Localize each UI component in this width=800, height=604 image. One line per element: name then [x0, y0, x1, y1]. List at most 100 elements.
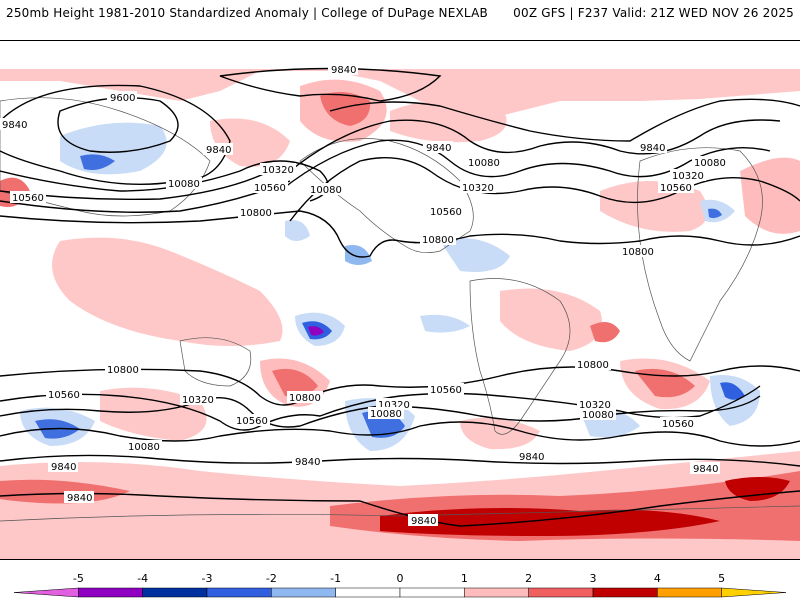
positive-anomaly-area [272, 368, 318, 398]
negative-anomaly-area [420, 314, 470, 333]
positive-anomaly-area [320, 92, 371, 126]
contour-label-10560: 10560 [236, 416, 268, 427]
colorbar-swatch [528, 587, 594, 598]
contour-10080-west [0, 160, 329, 202]
contour-label-10320: 10320 [462, 183, 494, 194]
contour-label-10560: 10560 [662, 419, 694, 430]
positive-anomaly-area [500, 288, 602, 351]
anomaly-map: 9840 9600 9840 9840 9840 9840 10320 1008… [0, 63, 800, 559]
colorbar-tick-label: 3 [590, 572, 597, 585]
negative-anomaly-area [345, 245, 372, 265]
contour-10560-na [289, 156, 800, 222]
negative-anomaly-area [60, 122, 167, 175]
contour-label-9600: 9600 [110, 93, 135, 104]
colorbar-ticks: -5 -4 -3 -2 -1 0 1 2 3 4 5 [73, 572, 725, 585]
contour-label-10080: 10080 [694, 158, 726, 169]
positive-anomaly-area [390, 99, 507, 143]
contour-label-10560: 10560 [430, 207, 462, 218]
contour-label-10800: 10800 [622, 247, 654, 258]
contour-label-9840: 9840 [693, 464, 718, 475]
positive-anomaly-area [725, 477, 790, 501]
contour-label-9840: 9840 [426, 143, 451, 154]
contour-10320-south [0, 395, 761, 428]
contour-labels: 9840 9600 9840 9840 9840 9840 10320 1008… [0, 63, 728, 527]
contour-10800-north [0, 210, 800, 258]
contour-label-10080: 10080 [468, 158, 500, 169]
contour-10320-na [279, 139, 771, 192]
colorbar-swatch [271, 587, 336, 598]
header: 250mb Height 1981-2010 Standardized Anom… [0, 0, 800, 28]
colorbar-tick-label: -3 [202, 572, 213, 585]
colorbar-swatch [399, 587, 465, 598]
contour-label-10560: 10560 [48, 390, 80, 401]
contour-label-10800: 10800 [107, 365, 139, 376]
colorbar-swatch [78, 587, 143, 598]
contour-10080-south [0, 421, 800, 447]
colorbar-tick-label: -5 [73, 572, 84, 585]
colorbar-blocks [13, 587, 787, 598]
contour-9840-south [0, 454, 800, 467]
contour-label-10320: 10320 [579, 400, 611, 411]
negative-anomaly-area [708, 208, 722, 219]
colorbar-swatch [206, 587, 272, 598]
positive-anomaly-area [460, 417, 540, 450]
contour-label-10560: 10560 [12, 193, 44, 204]
contour-label-10080: 10080 [168, 179, 200, 190]
contour-label-10080: 10080 [310, 185, 342, 196]
colorbar-tick-label: 2 [525, 572, 532, 585]
contour-label-9840: 9840 [519, 452, 544, 463]
contour-label-10320: 10320 [378, 400, 410, 411]
colorbar-swatch [464, 587, 529, 598]
contour-label-10320: 10320 [262, 165, 294, 176]
contour-9840-na [329, 98, 800, 142]
colorbar-tick-label: 1 [461, 572, 468, 585]
contour-label-9840: 9840 [2, 120, 27, 131]
colorbar-swatch [721, 587, 787, 598]
antarctica-outline [0, 505, 800, 522]
contour-label-9840: 9840 [640, 143, 665, 154]
negative-anomaly-area [285, 220, 310, 241]
colorbar-tick-label: 4 [654, 572, 661, 585]
colorbar-svg: -5 -4 -3 -2 -1 0 1 2 3 4 5 [13, 572, 787, 598]
contour-label-10320: 10320 [182, 395, 214, 406]
contour-label-10800: 10800 [577, 360, 609, 371]
contour-label-10560: 10560 [660, 183, 692, 194]
contour-label-10080: 10080 [128, 442, 160, 453]
colorbar-tick-label: 0 [397, 572, 404, 585]
contour-label-10320: 10320 [672, 171, 704, 182]
map-title: 250mb Height 1981-2010 Standardized Anom… [6, 6, 488, 20]
colorbar-tick-label: -1 [330, 572, 341, 585]
contour-label-9840: 9840 [411, 516, 436, 527]
contour-label-9840: 9840 [51, 462, 76, 473]
contour-label-9840: 9840 [331, 65, 356, 76]
negative-anomaly-area [720, 382, 745, 400]
colorbar-swatch [142, 587, 208, 598]
positive-anomaly-area [380, 507, 720, 536]
positive-anomaly-area [0, 69, 800, 121]
colorbar-swatch [657, 587, 722, 598]
contour-label-10080: 10080 [370, 409, 402, 420]
positive-anomaly-area [590, 322, 620, 343]
contour-label-10080: 10080 [582, 410, 614, 421]
positive-anomaly-area [52, 237, 283, 346]
colorbar: -5 -4 -3 -2 -1 0 1 2 3 4 5 [0, 562, 800, 600]
contour-label-9840: 9840 [295, 457, 320, 468]
contour-label-9840: 9840 [67, 493, 92, 504]
positive-anomaly-area [600, 181, 708, 232]
contour-label-10800: 10800 [422, 235, 454, 246]
negative-anomaly-area [440, 238, 510, 272]
colorbar-swatch [13, 587, 79, 598]
run-info: 00Z GFS | F237 Valid: 21Z WED NOV 26 202… [513, 6, 794, 20]
colorbar-tick-label: 5 [718, 572, 725, 585]
height-contours [0, 67, 800, 527]
map-panel[interactable]: 9840 9600 9840 9840 9840 9840 10320 1008… [0, 40, 800, 560]
australia-outline [179, 337, 252, 387]
contour-label-10560: 10560 [430, 385, 462, 396]
contour-label-9840: 9840 [206, 145, 231, 156]
contour-10560-west [0, 180, 291, 213]
negative-anomaly-area [308, 326, 324, 336]
contour-9840-west [0, 84, 231, 186]
colorbar-swatch [335, 587, 401, 598]
contour-label-10800: 10800 [240, 208, 272, 219]
contour-label-10800: 10800 [289, 393, 321, 404]
